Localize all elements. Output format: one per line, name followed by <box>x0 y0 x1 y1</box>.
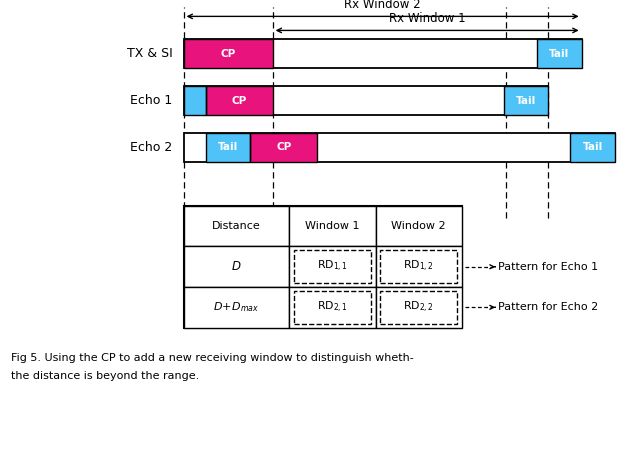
Text: Echo 1: Echo 1 <box>131 94 173 107</box>
Text: Pattern for Echo 2: Pattern for Echo 2 <box>498 302 598 312</box>
Bar <box>380 250 458 283</box>
Text: Window 2: Window 2 <box>392 221 446 231</box>
Text: the distance is beyond the range.: the distance is beyond the range. <box>11 371 200 381</box>
Text: TX & SI: TX & SI <box>127 47 173 60</box>
Bar <box>184 206 462 328</box>
Text: CP: CP <box>221 49 236 59</box>
Text: Tail: Tail <box>516 95 536 106</box>
Bar <box>184 86 548 115</box>
Text: CP: CP <box>232 95 247 106</box>
Bar <box>206 133 250 162</box>
Text: Rx Window 2: Rx Window 2 <box>344 0 421 11</box>
Bar <box>376 206 462 247</box>
Text: $\mathrm{RD}_{1,1}$: $\mathrm{RD}_{1,1}$ <box>317 259 348 274</box>
Bar <box>294 250 371 283</box>
Bar <box>504 86 548 115</box>
Bar <box>184 86 206 115</box>
Text: Pattern for Echo 1: Pattern for Echo 1 <box>498 262 598 272</box>
Text: $\mathrm{RD}_{2,2}$: $\mathrm{RD}_{2,2}$ <box>403 300 434 315</box>
Bar <box>184 133 615 162</box>
Bar <box>289 247 376 287</box>
Text: Distance: Distance <box>212 221 261 231</box>
Text: $\mathrm{RD}_{2,1}$: $\mathrm{RD}_{2,1}$ <box>317 300 348 315</box>
Text: Rx Window 1: Rx Window 1 <box>389 12 465 25</box>
Bar <box>184 86 206 115</box>
Bar <box>250 133 317 162</box>
Text: Tail: Tail <box>549 49 570 59</box>
Bar <box>250 133 317 162</box>
Bar <box>184 247 289 287</box>
Text: $D$: $D$ <box>231 260 242 273</box>
Bar <box>376 247 462 287</box>
Bar <box>206 86 273 115</box>
Text: $\mathrm{RD}_{1,2}$: $\mathrm{RD}_{1,2}$ <box>403 259 434 274</box>
Text: Echo 2: Echo 2 <box>131 141 173 154</box>
Bar <box>504 86 548 115</box>
Text: Tail: Tail <box>582 142 603 153</box>
Bar <box>184 39 273 68</box>
Bar <box>294 291 371 324</box>
Bar <box>206 86 273 115</box>
Text: Fig 5. Using the CP to add a new receiving window to distinguish wheth-: Fig 5. Using the CP to add a new receivi… <box>11 353 414 363</box>
Bar <box>570 133 615 162</box>
Bar <box>184 287 289 328</box>
Bar <box>376 287 462 328</box>
Text: $D\!+\!D_{max}$: $D\!+\!D_{max}$ <box>213 300 260 314</box>
Bar <box>537 39 582 68</box>
Text: CP: CP <box>276 142 291 153</box>
Bar <box>570 133 615 162</box>
Bar <box>206 133 250 162</box>
Bar <box>537 39 582 68</box>
Text: Window 1: Window 1 <box>305 221 360 231</box>
Bar <box>184 39 273 68</box>
Bar <box>184 206 289 247</box>
Text: Tail: Tail <box>218 142 238 153</box>
Bar <box>289 206 376 247</box>
Bar <box>289 287 376 328</box>
Bar <box>380 291 458 324</box>
Bar <box>184 39 582 68</box>
